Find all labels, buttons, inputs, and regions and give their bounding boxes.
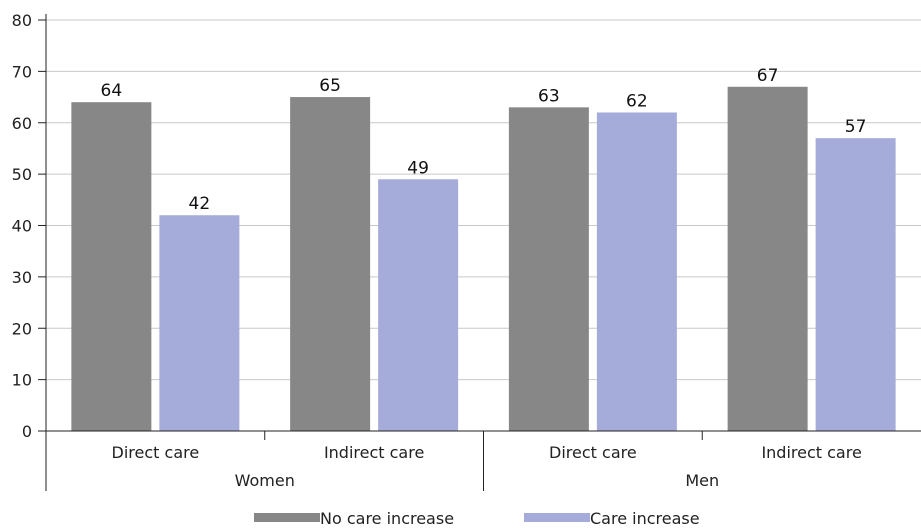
x-category-label: Indirect care (761, 443, 861, 462)
bar (378, 179, 459, 431)
legend-swatch (524, 513, 590, 522)
bar-value-label: 49 (407, 158, 429, 178)
value-labels: 64 42 65 49 63 62 67 57 (101, 66, 867, 214)
bar-value-label: 57 (845, 117, 867, 137)
x-group-label: Women (235, 471, 295, 490)
bar (596, 112, 677, 431)
y-tick-label: 10 (12, 371, 32, 390)
legend-label: Care increase (590, 509, 700, 528)
legend-label: No care increase (320, 509, 454, 528)
bar-value-label: 64 (101, 81, 123, 101)
y-tick-label: 30 (12, 268, 32, 287)
legend-swatch (254, 513, 320, 522)
x-axis-category-labels: Direct care Indirect care Direct care Indir… (112, 443, 862, 462)
bar (159, 215, 240, 431)
bar (290, 97, 371, 431)
bar-value-label: 67 (757, 66, 779, 86)
bar (508, 107, 589, 432)
y-tick-label: 0 (22, 422, 32, 441)
y-tick-label: 20 (12, 319, 32, 338)
y-tick-label: 80 (12, 11, 32, 30)
x-category-label: Direct care (549, 443, 637, 462)
bar-marks (71, 86, 896, 432)
legend: No care increase Care increase (254, 509, 700, 528)
x-group-label: Men (685, 471, 719, 490)
bar-value-label: 65 (319, 76, 341, 96)
bar-value-label: 63 (538, 86, 560, 106)
bar (727, 86, 808, 431)
y-tick-label: 70 (12, 62, 32, 81)
bar (71, 102, 152, 431)
x-category-label: Indirect care (324, 443, 424, 462)
x-axis-group-labels: Women Men (235, 471, 720, 490)
bar-value-label: 62 (626, 91, 648, 111)
axes (38, 14, 921, 491)
bar-value-label: 42 (189, 194, 211, 214)
y-tick-label: 50 (12, 165, 32, 184)
y-axis-tick-labels: 0 10 20 30 40 50 60 70 80 (12, 11, 32, 441)
y-tick-label: 40 (12, 217, 32, 236)
x-category-label: Direct care (112, 443, 200, 462)
bar (815, 138, 896, 431)
y-tick-label: 60 (12, 114, 32, 133)
